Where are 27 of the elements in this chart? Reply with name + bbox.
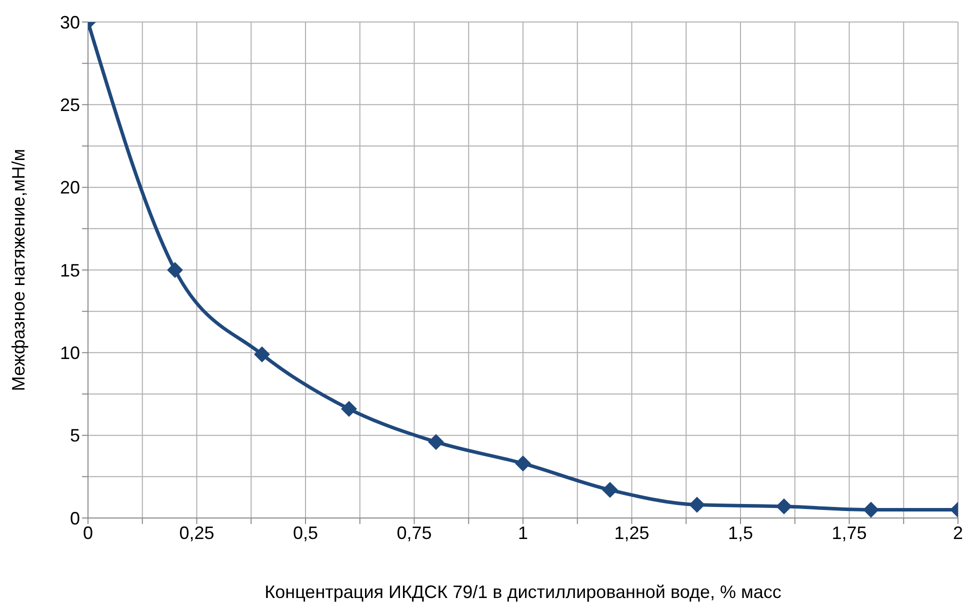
point — [428, 434, 444, 450]
x-tick-label: 1 — [518, 522, 528, 543]
x-tick-label: 0,25 — [179, 522, 214, 543]
x-tick-label: 2 — [952, 522, 964, 543]
point — [254, 346, 270, 362]
y-tick-label: 10 — [60, 343, 80, 364]
x-tick-label: 0,5 — [292, 522, 318, 543]
y-axis-title: Межфазное натяжение,мН/м — [8, 148, 28, 392]
point — [689, 496, 705, 513]
y-tick-label: 30 — [60, 12, 80, 32]
y-tick-label: 5 — [70, 426, 80, 446]
point — [515, 455, 531, 472]
y-tick-label: 0 — [70, 508, 80, 528]
point — [602, 482, 618, 498]
point — [863, 502, 879, 518]
x-tick-label: 1,75 — [832, 522, 867, 543]
point — [167, 262, 183, 278]
x-axis-title: Концентрация ИКДСК 79/1 в дистиллированной воде, % масс — [264, 582, 782, 602]
x-tick-label: 0 — [82, 522, 94, 543]
x-tick-label: 1,25 — [614, 522, 650, 543]
point — [776, 498, 792, 514]
y-tick-label: 15 — [60, 260, 80, 280]
y-tick-label: 20 — [60, 178, 80, 198]
y-tick-label: 25 — [60, 95, 80, 116]
x-tick-label: 0,75 — [396, 522, 432, 543]
point — [341, 400, 357, 417]
x-tick-label: 1,5 — [728, 522, 754, 543]
